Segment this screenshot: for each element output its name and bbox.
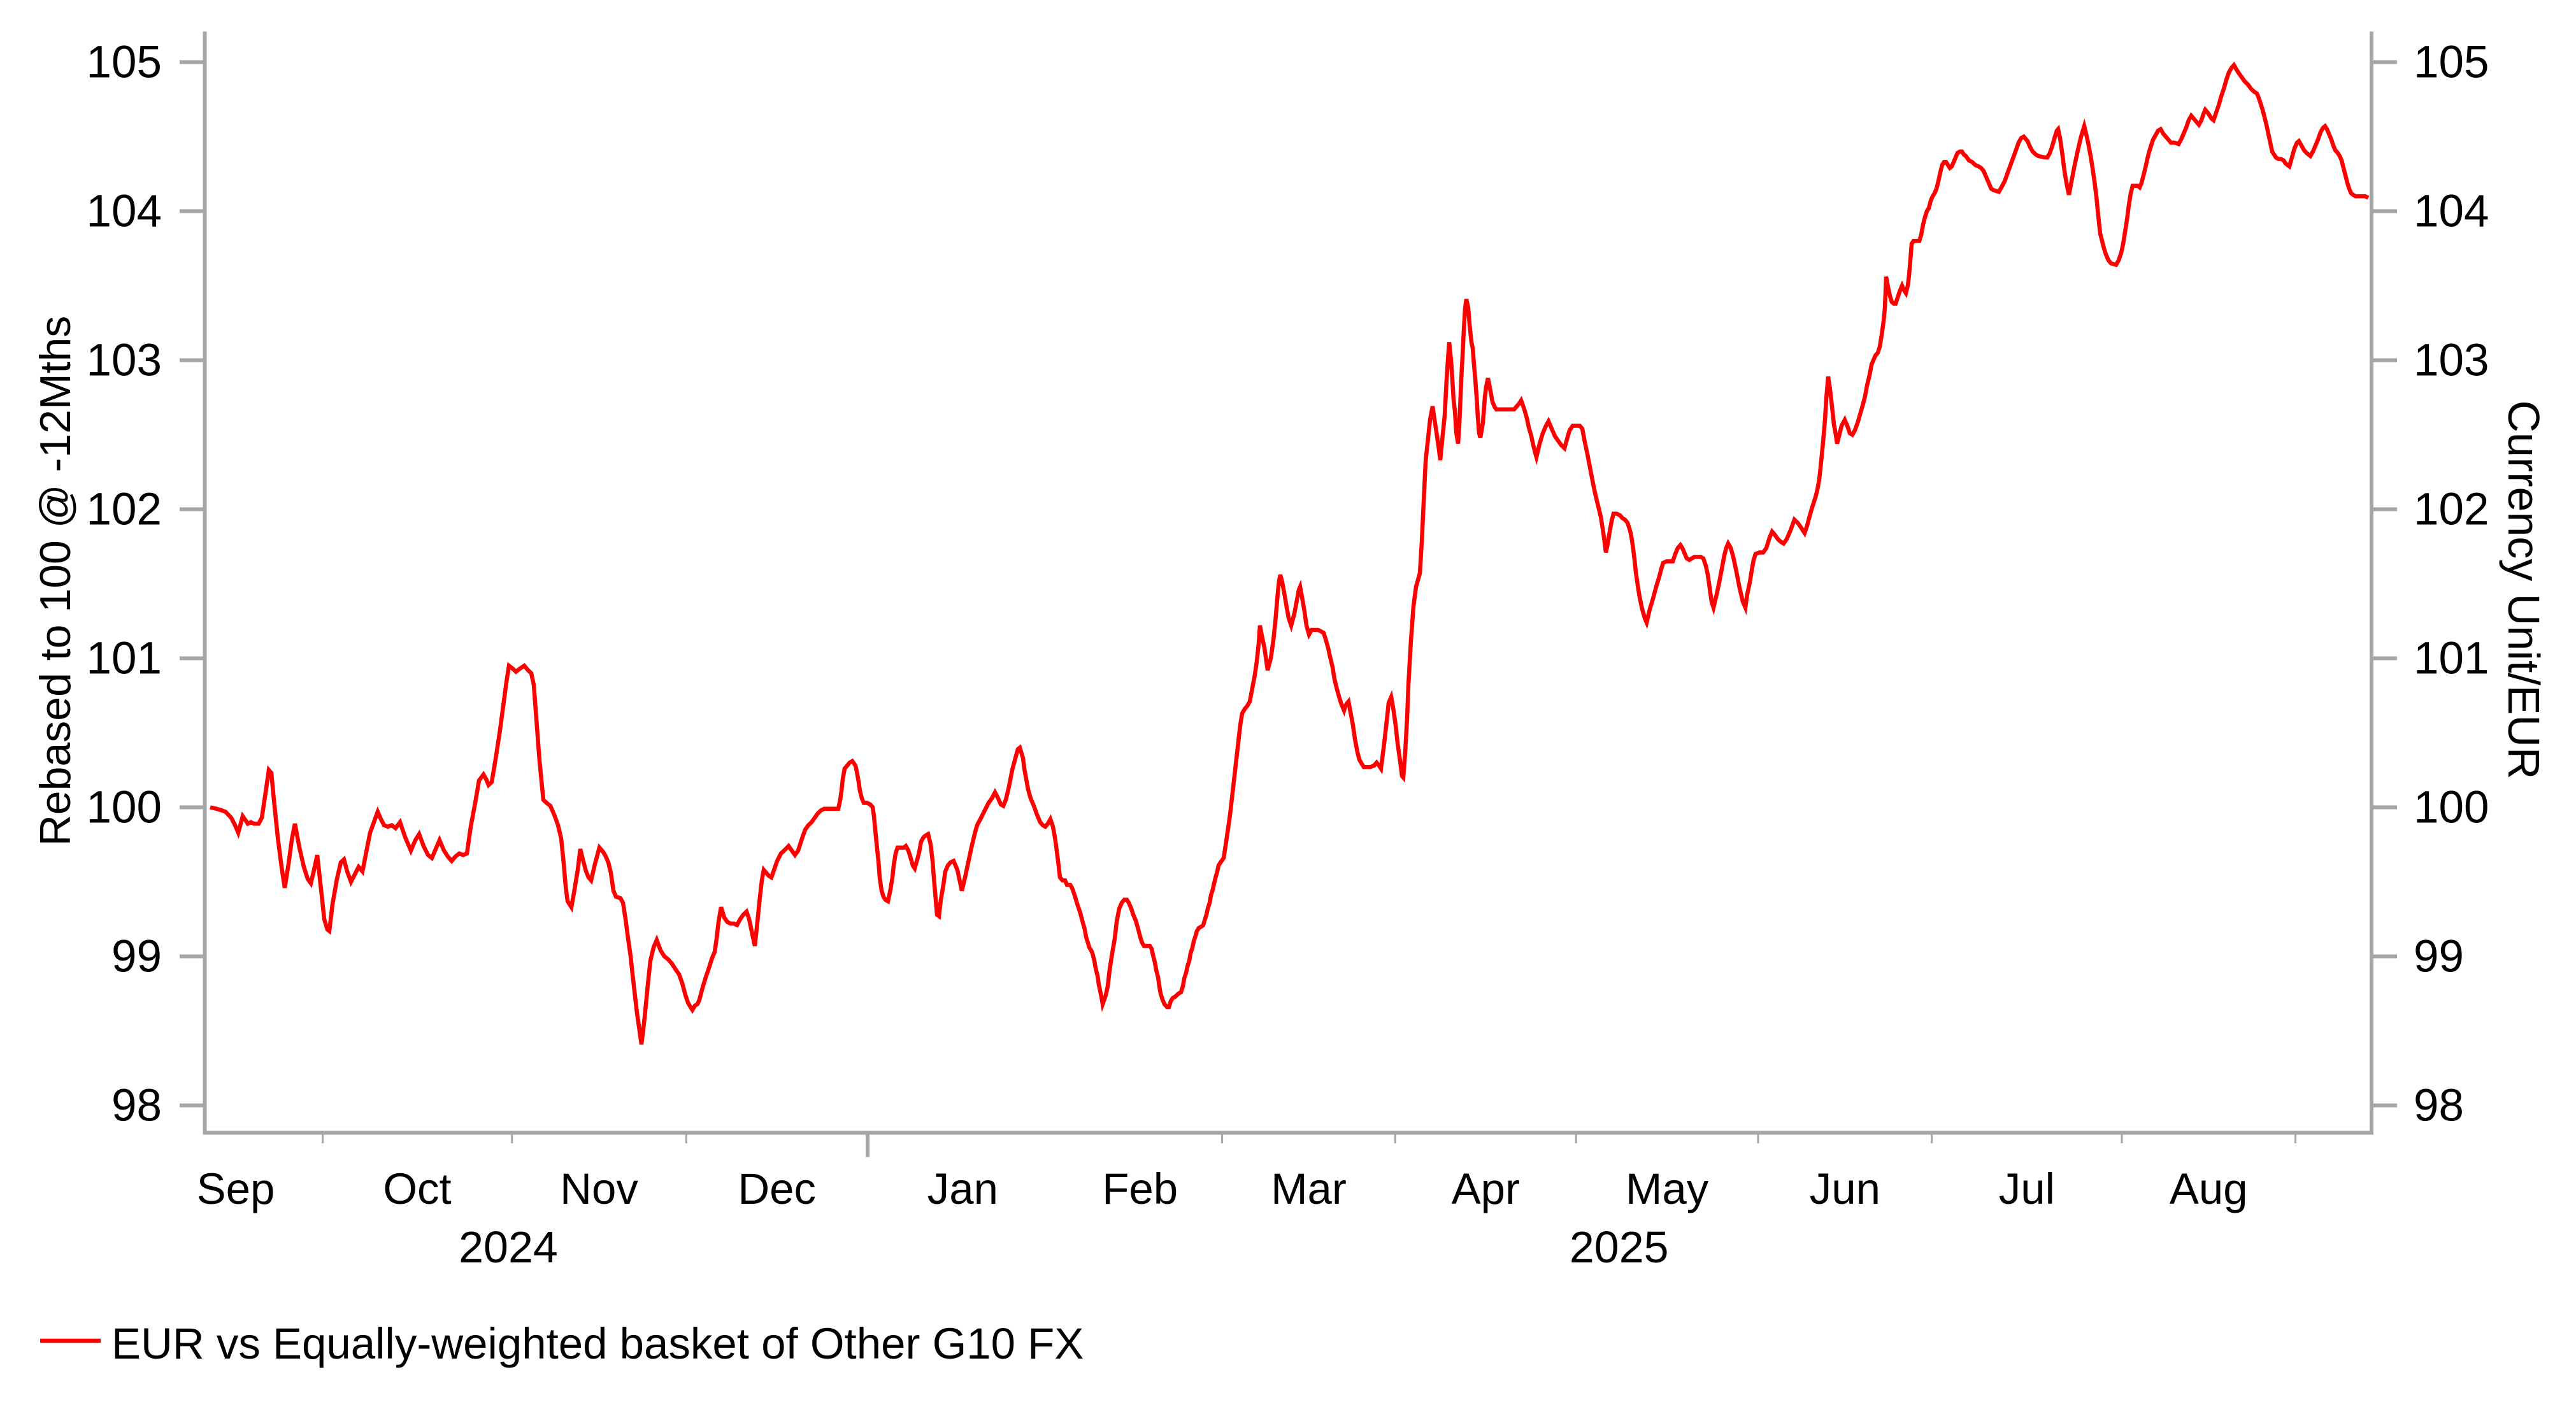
- svg-text:Oct: Oct: [383, 1164, 451, 1213]
- svg-text:99: 99: [2414, 932, 2464, 982]
- svg-text:2024: 2024: [459, 1222, 558, 1272]
- svg-text:98: 98: [111, 1081, 162, 1131]
- svg-text:98: 98: [2414, 1081, 2464, 1131]
- svg-text:Currency Unit/EUR: Currency Unit/EUR: [2499, 400, 2549, 779]
- svg-text:Mar: Mar: [1271, 1164, 1347, 1213]
- svg-text:Dec: Dec: [738, 1164, 816, 1213]
- svg-text:104: 104: [87, 187, 162, 237]
- svg-text:103: 103: [87, 336, 162, 386]
- svg-text:Jul: Jul: [1999, 1164, 2055, 1213]
- svg-text:102: 102: [87, 485, 162, 535]
- svg-text:Apr: Apr: [1452, 1164, 1520, 1213]
- svg-text:EUR vs Equally-weighted basket: EUR vs Equally-weighted basket of Other …: [111, 1319, 1084, 1368]
- svg-text:105: 105: [2414, 38, 2489, 88]
- svg-text:99: 99: [111, 932, 162, 982]
- svg-text:103: 103: [2414, 336, 2489, 386]
- svg-text:Rebased to 100 @ -12Mths: Rebased to 100 @ -12Mths: [31, 316, 80, 846]
- svg-text:May: May: [1626, 1164, 1709, 1213]
- svg-text:2025: 2025: [1570, 1222, 1669, 1272]
- svg-text:100: 100: [2414, 783, 2489, 833]
- svg-text:100: 100: [87, 783, 162, 833]
- svg-text:Nov: Nov: [560, 1164, 638, 1213]
- svg-text:101: 101: [2414, 634, 2489, 684]
- svg-text:Aug: Aug: [2170, 1164, 2248, 1213]
- svg-text:Feb: Feb: [1102, 1164, 1178, 1213]
- svg-text:102: 102: [2414, 485, 2489, 535]
- svg-text:101: 101: [87, 634, 162, 684]
- svg-text:Jan: Jan: [927, 1164, 998, 1213]
- svg-text:Jun: Jun: [1810, 1164, 1880, 1213]
- svg-text:104: 104: [2414, 187, 2489, 237]
- svg-text:105: 105: [87, 38, 162, 88]
- svg-text:Sep: Sep: [197, 1164, 275, 1213]
